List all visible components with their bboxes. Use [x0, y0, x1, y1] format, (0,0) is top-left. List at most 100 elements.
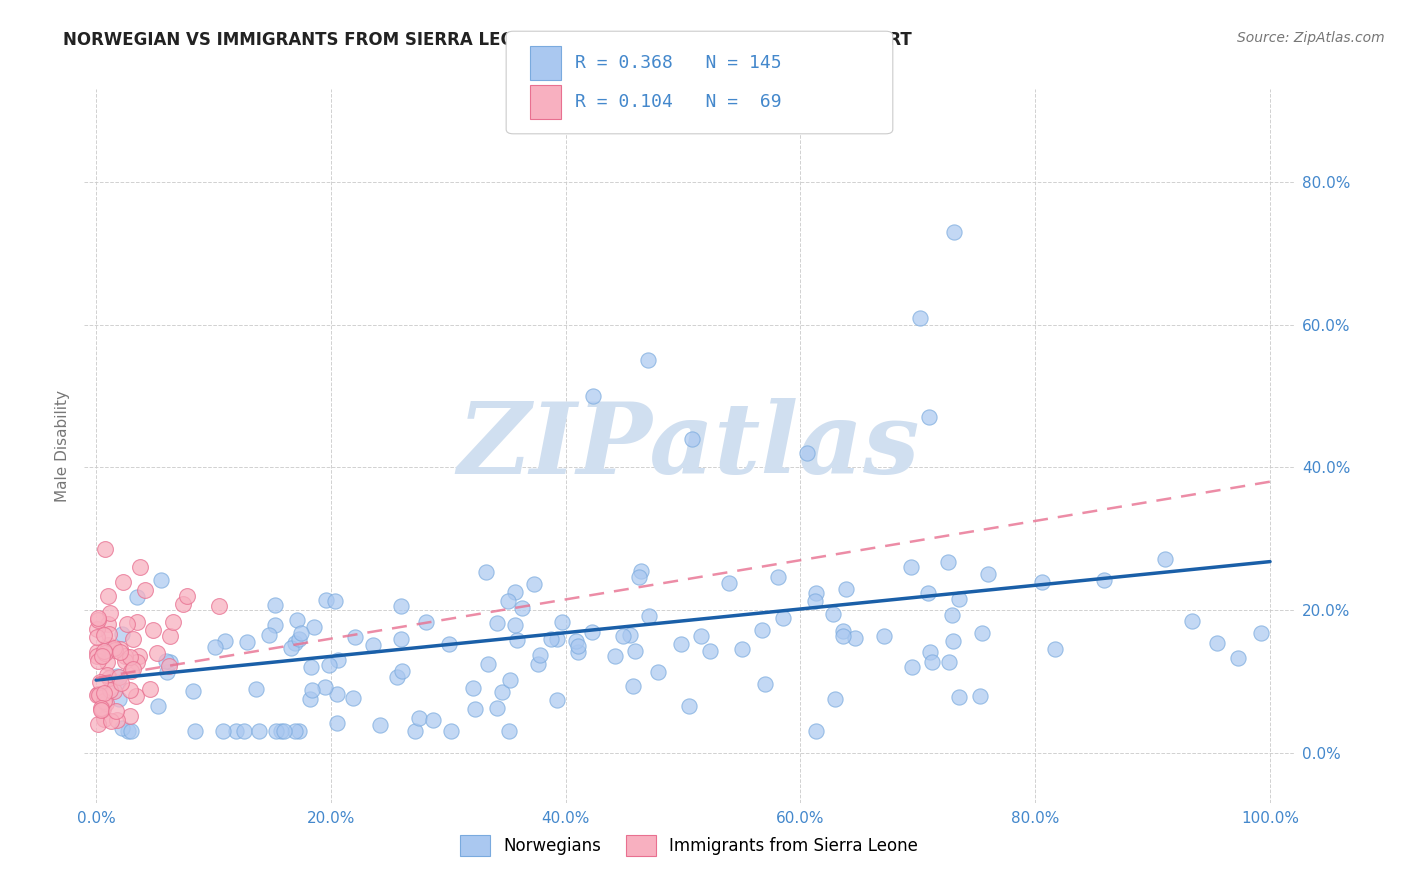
Point: [94, 696, 117, 710]
Point: [1092, 573, 1115, 587]
Point: [117, 617, 139, 632]
Point: [486, 616, 509, 631]
Point: [796, 446, 818, 460]
Point: [917, 586, 939, 600]
Point: [370, 718, 392, 732]
Point: [567, 645, 589, 659]
Point: [901, 660, 924, 674]
Point: [96, 655, 118, 669]
Point: [127, 590, 149, 604]
Point: [581, 625, 603, 640]
Point: [108, 645, 131, 659]
Point: [1031, 575, 1053, 590]
Point: [772, 611, 794, 625]
Point: [280, 641, 302, 656]
Point: [821, 607, 844, 621]
Point: [263, 598, 285, 612]
Point: [108, 670, 131, 684]
Point: [326, 653, 349, 667]
Point: [298, 692, 321, 706]
Point: [98, 682, 121, 697]
Point: [128, 560, 150, 574]
Point: [546, 693, 568, 707]
Point: [114, 654, 136, 668]
Point: [86, 630, 108, 644]
Point: [612, 629, 634, 643]
Point: [149, 574, 172, 588]
Point: [108, 642, 131, 657]
Point: [97, 589, 120, 603]
Point: [619, 628, 641, 642]
Point: [155, 654, 177, 668]
Point: [942, 634, 965, 648]
Point: [125, 689, 148, 703]
Point: [93, 686, 115, 700]
Point: [98, 607, 121, 621]
Point: [159, 655, 181, 669]
Point: [343, 630, 366, 644]
Point: [415, 615, 437, 630]
Point: [551, 615, 574, 630]
Point: [567, 639, 589, 653]
Point: [128, 648, 150, 663]
Point: [475, 565, 498, 579]
Point: [389, 632, 412, 646]
Point: [146, 646, 169, 660]
Point: [259, 627, 281, 641]
Point: [86, 648, 108, 663]
Text: R = 0.368   N = 145: R = 0.368 N = 145: [575, 54, 782, 72]
Point: [87, 717, 110, 731]
Point: [918, 645, 941, 659]
Point: [120, 649, 142, 664]
Point: [938, 655, 960, 669]
Point: [463, 681, 485, 695]
Point: [1181, 614, 1204, 628]
Point: [302, 620, 325, 634]
Point: [835, 582, 858, 597]
Point: [342, 690, 364, 705]
Point: [503, 585, 526, 599]
Point: [288, 632, 311, 647]
Point: [970, 626, 993, 640]
Point: [86, 622, 108, 636]
Point: [107, 675, 129, 690]
Point: [408, 711, 430, 725]
Point: [1154, 552, 1177, 566]
Point: [948, 591, 970, 606]
Point: [111, 721, 134, 735]
Point: [91, 703, 114, 717]
Point: [104, 704, 127, 718]
Point: [121, 662, 143, 676]
Point: [176, 589, 198, 603]
Point: [546, 632, 568, 646]
Point: [98, 643, 121, 657]
Point: [245, 682, 267, 697]
Point: [225, 724, 247, 739]
Point: [98, 671, 121, 685]
Point: [299, 660, 322, 674]
Point: [173, 598, 195, 612]
Point: [114, 648, 136, 663]
Point: [93, 628, 115, 642]
Point: [873, 629, 896, 643]
Point: [529, 648, 551, 662]
Text: R = 0.104   N =  69: R = 0.104 N = 69: [575, 93, 782, 111]
Point: [503, 617, 526, 632]
Legend: Norwegians, Immigrants from Sierra Leone: Norwegians, Immigrants from Sierra Leone: [453, 829, 925, 863]
Point: [1227, 650, 1250, 665]
Point: [804, 586, 827, 600]
Point: [105, 668, 128, 682]
Point: [288, 724, 311, 739]
Point: [89, 675, 111, 690]
Point: [247, 724, 270, 739]
Y-axis label: Male Disability: Male Disability: [55, 390, 70, 502]
Point: [325, 594, 347, 608]
Point: [301, 682, 323, 697]
Point: [93, 694, 115, 708]
Point: [391, 665, 413, 679]
Point: [93, 644, 115, 658]
Point: [540, 632, 562, 647]
Point: [273, 724, 295, 739]
Point: [103, 683, 125, 698]
Point: [94, 542, 117, 557]
